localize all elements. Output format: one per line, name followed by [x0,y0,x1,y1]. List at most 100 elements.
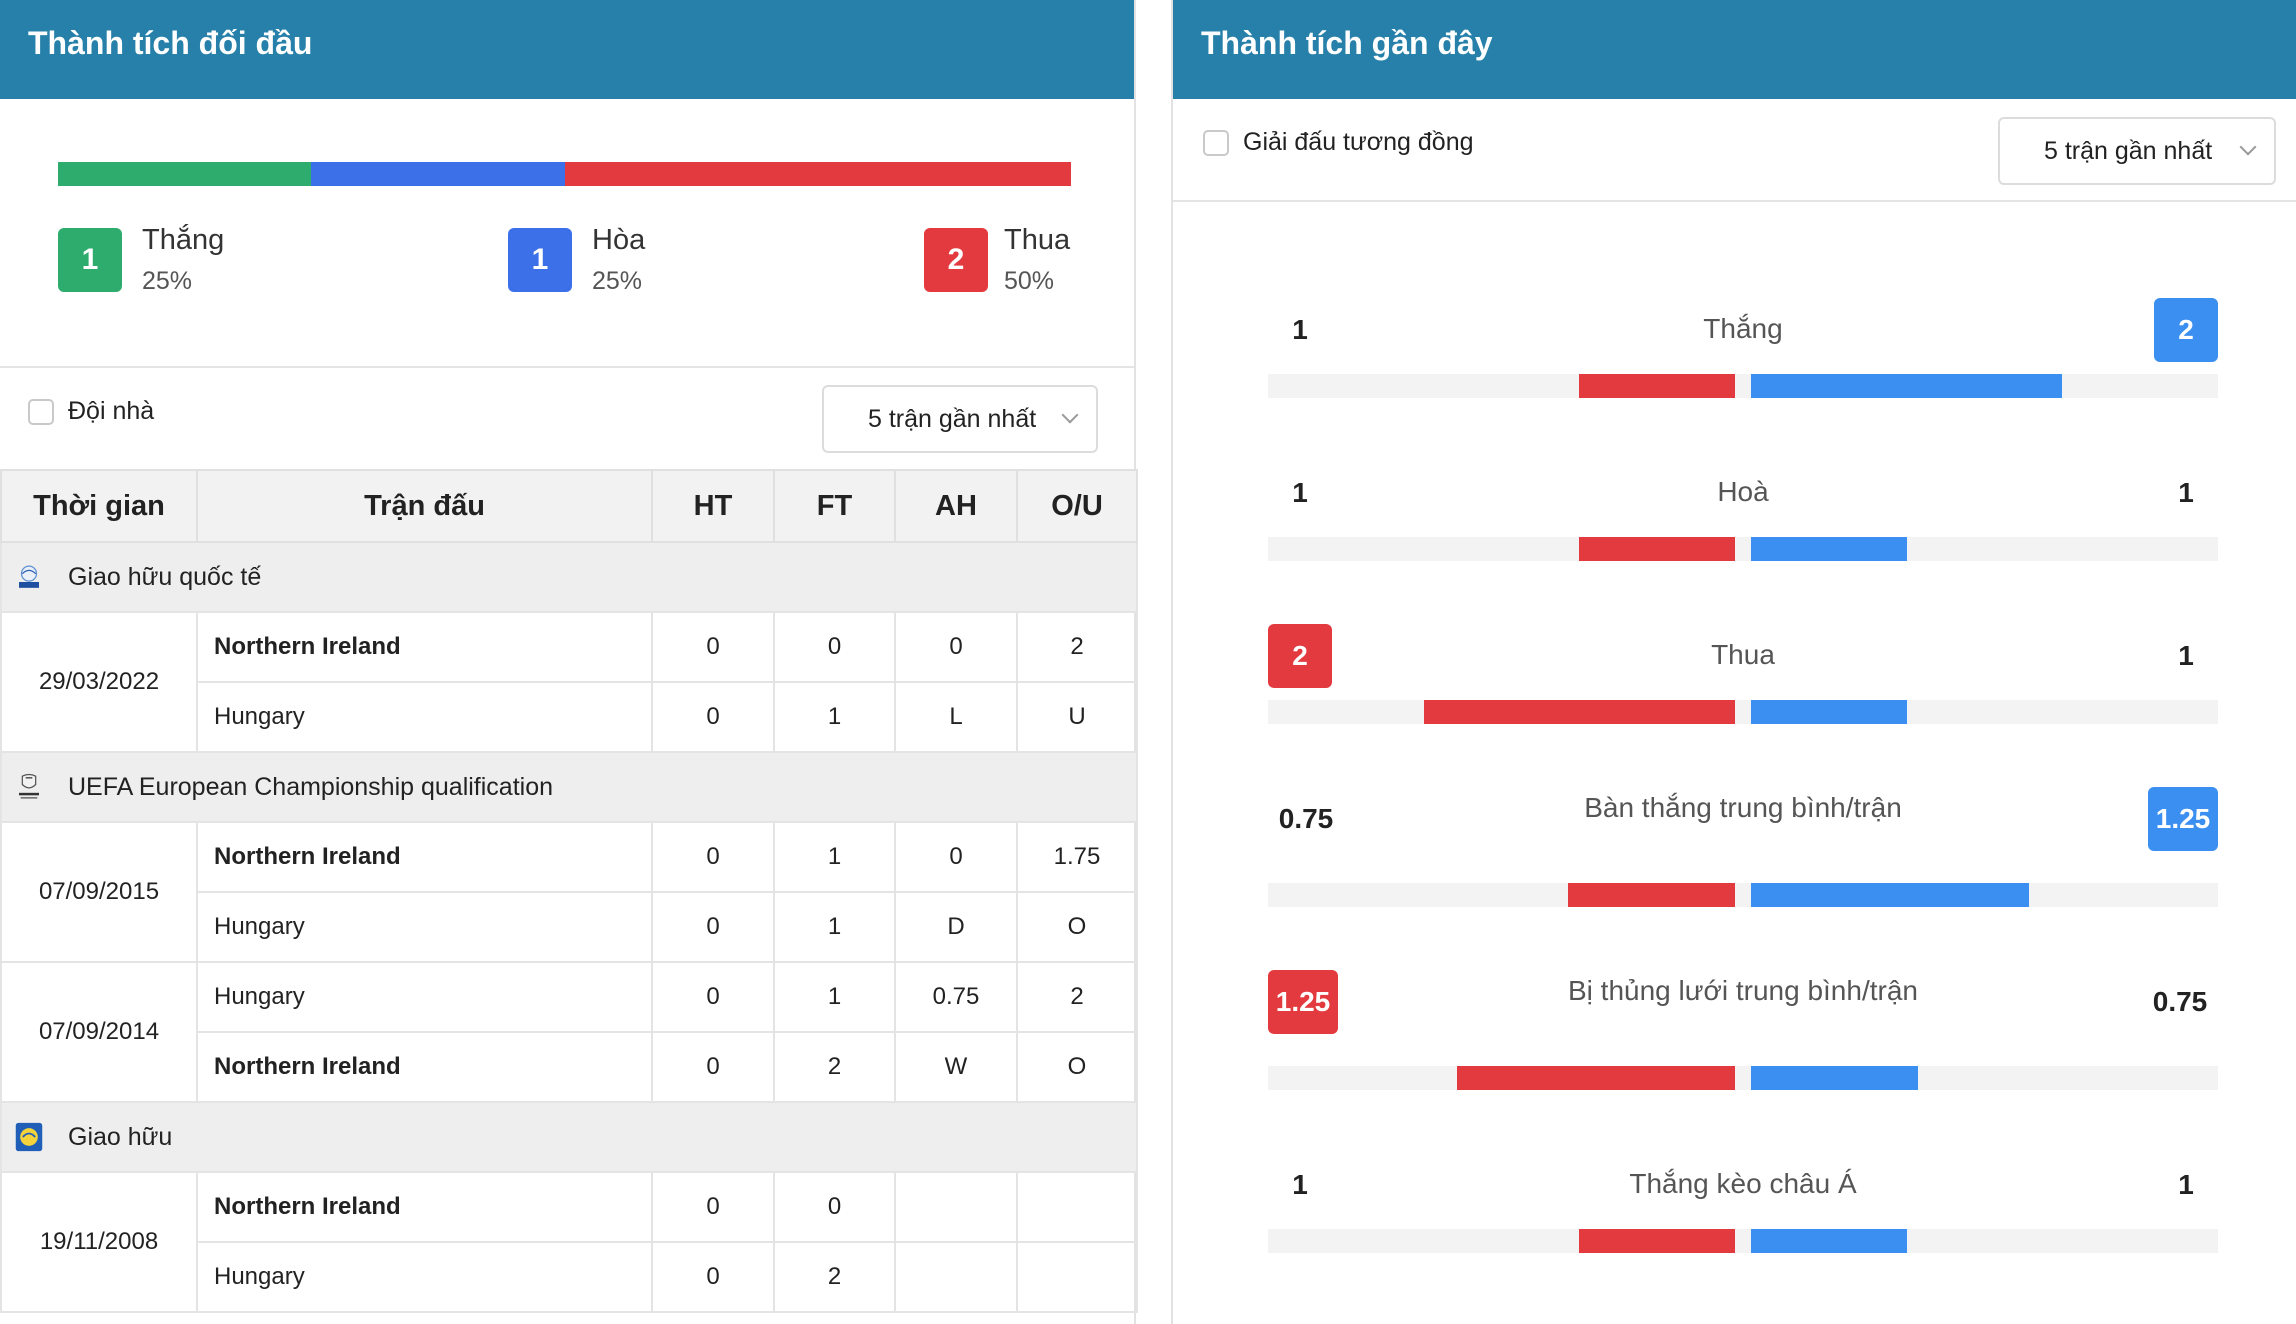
ou-result: U [1016,681,1138,753]
table-row[interactable]: Hungary 0 1 D O [1,891,1138,963]
stat-bar-right [1751,374,2062,398]
stat-label: Bị thủng lưới trung bình/trận [1568,975,1918,1006]
table-row[interactable]: Northern Ireland 0 2 W O [1,1031,1138,1103]
ft-score: 2 [773,1031,896,1103]
stat-bar-track [1268,883,2218,907]
column-header-ht[interactable]: HT [651,469,775,543]
stat-left-value: 0.75 [1278,803,1334,834]
stat-bar-left [1579,1229,1735,1253]
win-percent: 25% [142,267,193,295]
ah-value: 0 [894,611,1018,683]
stat-bar-track [1268,1229,2218,1253]
team-name[interactable]: Hungary [196,891,653,963]
ft-score: 0 [773,1171,896,1243]
ou-value: 2 [1016,611,1138,683]
column-header-match[interactable]: Trận đấu [196,469,653,543]
stat-left-value: 1 [1292,314,1308,345]
ht-score: 0 [651,611,775,683]
stat-bar-track [1268,1066,2218,1090]
stat-label: Hoà [1717,476,1769,507]
stat-left-value: 2 [1268,624,1332,688]
ht-score: 0 [651,1031,775,1103]
stat-right-value: 1 [2178,640,2194,671]
table-row[interactable]: 19/11/2008 Northern Ireland 0 0 [0,1171,1138,1313]
table-row[interactable]: 29/03/2022 Northern Ireland 0 0 0 2 [0,611,1138,753]
head-to-head-title: Thành tích đối đầu [0,0,1134,99]
win-label: Thắng [142,224,225,256]
head-to-head-panel: Thành tích đối đầu 1 Thắng 25% 1 Hòa 25%… [0,0,1138,1324]
h2h-match-count-select[interactable]: 5 trận gần nhất [822,385,1098,453]
stat-bar-track [1268,537,2218,561]
team-name[interactable]: Hungary [196,961,653,1033]
home-team-filter-label: Đội nhà [68,397,155,425]
stat-bar-right [1751,883,2029,907]
chevron-down-icon [1061,406,1079,424]
stat-row-draws: 1 Hoà 1 [1268,461,2218,561]
stat-right-value: 0.75 [2152,986,2208,1017]
win-stat: 1 Thắng 25% [58,224,224,296]
column-header-ah[interactable]: AH [894,469,1018,543]
league-row: Giao hữu quốc tế [0,541,1138,613]
draw-count-badge: 1 [508,228,572,292]
column-header-ft[interactable]: FT [773,469,896,543]
table-row[interactable]: 07/09/2015 Northern Ireland 0 1 0 1.75 [0,821,1138,963]
ht-score: 0 [651,681,775,753]
h2h-match-count-value: 5 trận gần nhất [868,404,1037,433]
league-name: UEFA European Championship qualification [68,772,554,801]
team-name[interactable]: Northern Ireland [196,611,653,683]
loss-count-badge: 2 [924,228,988,292]
stat-bar-right [1751,700,1907,724]
recent-form-panel: Thành tích gần đây Giải đấu tương đồng 5… [1171,0,2296,1324]
similar-league-filter[interactable]: Giải đấu tương đồng [1203,128,1474,157]
team-name[interactable]: Hungary [196,1241,653,1313]
stat-row-wins: 1 Thắng 2 [1268,298,2218,398]
table-row[interactable]: Hungary 0 2 [1,1241,1138,1313]
ah-value [894,1171,1018,1243]
stat-right-value: 1.25 [2148,787,2218,851]
recent-match-count-value: 5 trận gần nhất [2044,136,2213,165]
chevron-down-icon [2239,138,2257,156]
ou-value: 1.75 [1016,821,1138,893]
ht-score: 0 [651,1171,775,1243]
match-date: 07/09/2015 [0,821,198,963]
stat-bar-left [1568,883,1735,907]
fifa-logo-icon [14,560,44,594]
result-distribution-bar [58,162,1071,186]
match-date: 19/11/2008 [0,1171,198,1313]
ou-value [1016,1171,1138,1243]
ah-value: 0.75 [894,961,1018,1033]
ht-score: 0 [651,821,775,893]
team-name[interactable]: Northern Ireland [196,1031,653,1103]
column-header-time[interactable]: Thời gian [0,469,198,543]
filter-divider [1173,200,2296,202]
team-name[interactable]: Northern Ireland [196,1171,653,1243]
summary-divider [0,366,1136,368]
recent-match-count-select[interactable]: 5 trận gần nhất [1998,117,2276,185]
team-name[interactable]: Hungary [196,681,653,753]
stat-label: Thua [1711,639,1775,670]
loss-stat: 2 Thua 50% [924,224,1070,296]
ah-result: W [894,1031,1018,1103]
ou-result: O [1016,891,1138,963]
euro-qualification-logo-icon [14,770,44,804]
stat-bar-left [1424,700,1735,724]
friendly-logo-icon [14,1120,44,1154]
ft-score: 0 [773,611,896,683]
table-row[interactable]: 07/09/2014 Hungary 0 1 0.75 2 [0,961,1138,1103]
ou-result [1016,1241,1138,1313]
draw-label: Hòa [592,224,646,256]
table-row[interactable]: Hungary 0 1 L U [1,681,1138,753]
stat-bar-right [1751,1229,1907,1253]
stat-bar-left [1579,537,1735,561]
column-header-ou[interactable]: O/U [1016,469,1138,543]
league-row: UEFA European Championship qualification [0,751,1138,823]
league-name: Giao hữu quốc tế [68,562,262,591]
stat-row-goals-scored: 0.75 Bàn thắng trung bình/trận 1.25 [1268,787,2218,907]
ht-score: 0 [651,961,775,1033]
team-name[interactable]: Northern Ireland [196,821,653,893]
similar-league-checkbox[interactable] [1203,129,1229,156]
loss-percent: 50% [1004,267,1055,295]
stat-left-value: 1 [1292,1169,1308,1200]
home-team-filter[interactable]: Đội nhà [28,397,154,426]
home-team-checkbox[interactable] [28,398,54,425]
